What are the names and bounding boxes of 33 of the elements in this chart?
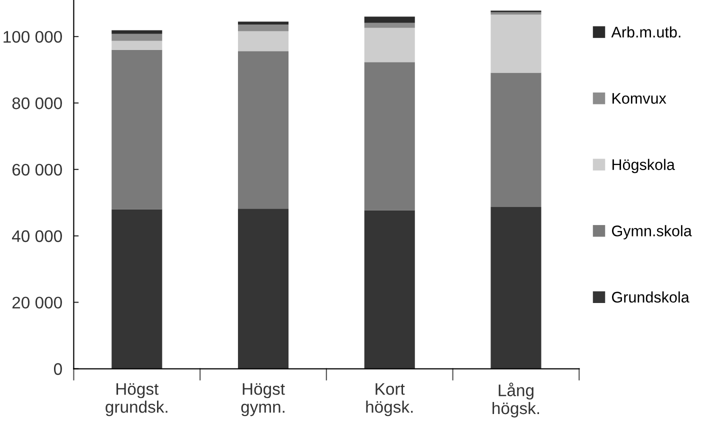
bar [364, 22, 415, 28]
bar [364, 28, 415, 62]
x-tick-label: Högst grundsk. [106, 383, 168, 416]
bar [112, 34, 162, 41]
bar [364, 62, 415, 210]
bar [238, 208, 289, 369]
bar [238, 51, 289, 209]
y-tick-label: 60 000 [12, 164, 62, 176]
legend-label: Arb.m.utb. [611, 26, 680, 38]
bar [112, 209, 162, 369]
y-tick-label: 100 000 [4, 30, 62, 43]
bar [112, 40, 162, 50]
y-tick-label: 80 000 [12, 97, 62, 110]
bar [364, 16, 415, 23]
legend-label: Komvux [612, 93, 666, 104]
bar [238, 22, 289, 25]
bar [238, 24, 289, 32]
bar [112, 30, 162, 34]
legend-label: Gymn.skola [612, 225, 692, 240]
x-tick-label: Kort högsk. [366, 383, 413, 416]
y-tick-label: 20 000 [12, 296, 62, 309]
bar [364, 210, 415, 369]
bar [490, 206, 542, 369]
bar [238, 31, 289, 52]
legend-label: Grundskola [612, 291, 690, 303]
y-tick-label: 0 [54, 363, 62, 375]
bar [490, 72, 542, 207]
x-tick-label: Lång högsk. [492, 382, 540, 418]
bar [490, 14, 542, 73]
x-tick-label: Högst gymn. [241, 383, 285, 416]
legend-label: Högskola [612, 158, 675, 174]
y-tick-label: 40 000 [12, 230, 62, 242]
bar [112, 50, 162, 210]
